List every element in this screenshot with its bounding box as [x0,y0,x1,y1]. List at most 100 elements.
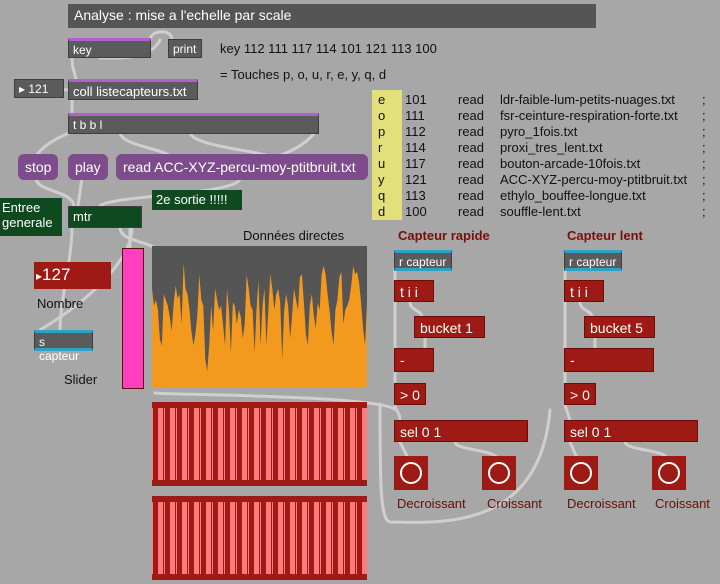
raster-bar [266,408,271,480]
second-output-comment: 2e sortie !!!!! [152,190,242,210]
file-table-files-cell: ldr-faible-lum-petits-nuages.txt [500,92,675,107]
number-box-127[interactable]: ▸127 [34,262,111,289]
file-table-semis-cell: ; [702,124,706,139]
raster-2-plot [152,502,367,574]
file-table-read-cell: read [458,124,485,139]
bucket-5-object[interactable]: bucket 5 [584,316,655,338]
file-table-row: p 112 read pyro_1fois.txt; [372,124,720,140]
file-table-semis-cell: ; [702,156,706,171]
file-table-codes-cell: 100 [405,204,427,219]
receive-capteur-rapide[interactable]: r capteur [394,250,452,271]
file-table-files-cell: proxi_tres_lent.txt [500,140,603,155]
raster-bar [248,502,249,574]
raster-bar [200,408,201,480]
raster-bar [320,408,321,480]
file-table-codes-cell: 114 [405,140,426,155]
file-table-read-cell: read [458,204,485,219]
capteur-rapide-title: Capteur rapide [398,228,490,243]
key-object[interactable]: key [68,38,151,58]
send-capteur-object[interactable]: s capteur [34,330,93,363]
sel-01-lent[interactable]: sel 0 1 [564,420,698,442]
raster-bar [170,408,175,480]
play-message[interactable]: play [68,154,108,180]
raster-bar [332,502,333,574]
raster-bar [290,408,295,480]
coll-object[interactable]: coll listecapteurs.txt [68,79,198,100]
raster-bar [194,502,199,574]
bang-croissant-lent[interactable] [652,456,686,490]
file-table-semis-cell: ; [702,172,706,187]
binary-raster-1 [152,402,367,486]
raster-bar [326,408,331,480]
decroissant-label-lent: Decroissant [567,496,636,511]
trigger-tii-rapide[interactable]: t i i [394,280,434,302]
bang-circle-icon [570,462,592,484]
vertical-slider[interactable] [122,248,144,389]
file-table-codes-cell: 101 [405,92,427,107]
raster-bar [194,408,199,480]
patch-title: Analyse : mise a l'echelle par scale [68,4,596,28]
raster-bar [350,408,355,480]
raster-bar [212,502,213,574]
file-table-codes-cell: 121 [405,172,427,187]
bucket-1-object[interactable]: bucket 1 [414,316,485,338]
raster-bar [176,408,177,480]
file-table-codes-cell: 111 [405,108,425,123]
raster-bar [164,408,165,480]
waveform-plot [152,263,367,388]
read-file-message[interactable]: read ACC-XYZ-percu-moy-ptitbruit.txt [116,154,368,180]
bang-circle-icon [488,462,510,484]
file-table-row: o 111 read fsr-ceinture-respiration-forte.t… [372,108,720,124]
letters-column [372,90,402,220]
raster-bar [182,502,187,574]
key-codes-comment: key 112 111 117 114 101 121 113 100 [220,41,437,56]
raster-bar [218,408,223,480]
raster-bar [248,408,249,480]
stop-message[interactable]: stop [18,154,59,180]
raster-1-plot [152,408,367,480]
raster-bar [296,408,297,480]
minus-object-rapide[interactable]: - [394,348,434,372]
bang-decroissant-lent[interactable] [564,456,598,490]
file-table-row: r 114 read proxi_tres_lent.txt; [372,140,720,156]
raster-bar [362,408,367,480]
donnees-directes-label: Données directes [243,228,345,243]
croissant-label-lent: Croissant [655,496,710,511]
trigger-tbbl[interactable]: t b b l [68,113,319,134]
raster-bar [344,502,345,574]
binary-raster-2 [152,496,367,580]
waveform-area [152,263,367,388]
file-table-files-cell: pyro_1fois.txt [500,124,578,139]
bang-croissant-rapide[interactable] [482,456,516,490]
file-table-row: y 121 read ACC-XYZ-percu-moy-ptitbruit.txt; [372,172,720,188]
file-table-letters-cell: r [378,140,383,155]
mtr-object[interactable]: mtr [68,206,142,228]
file-table-files-cell: fsr-ceinture-respiration-forte.txt [500,108,678,123]
file-table-semis-cell: ; [702,108,706,123]
minus-object-lent[interactable]: - [564,348,654,372]
receive-capteur-lent[interactable]: r capteur [564,250,622,271]
print-object[interactable]: print [168,39,202,58]
number-box-121[interactable]: ▸ 121 [14,79,64,98]
number-arrow-icon: ▸ [19,82,26,96]
capteur-lent-title: Capteur lent [567,228,643,243]
number-arrow-icon: ▸ [36,269,43,283]
greater-zero-lent[interactable]: > 0 [564,383,596,405]
file-table-files-cell: bouton-arcade-10fois.txt [500,156,641,171]
waveform-display [152,246,367,388]
sel-01-rapide[interactable]: sel 0 1 [394,420,528,442]
number-127-value: 127 [42,265,71,284]
raster-bar [230,502,235,574]
raster-bar [152,502,153,574]
raster-bar [296,502,297,574]
raster-bar [272,502,273,574]
raster-bar [242,408,247,480]
bang-decroissant-rapide[interactable] [394,456,428,490]
greater-zero-rapide[interactable]: > 0 [394,383,426,405]
raster-bar [284,502,285,574]
trigger-tii-lent[interactable]: t i i [564,280,604,302]
raster-bar [260,408,261,480]
raster-bar [320,502,321,574]
entree-generale-comment: Entree generale [0,198,62,236]
slider-label: Slider [64,372,98,387]
